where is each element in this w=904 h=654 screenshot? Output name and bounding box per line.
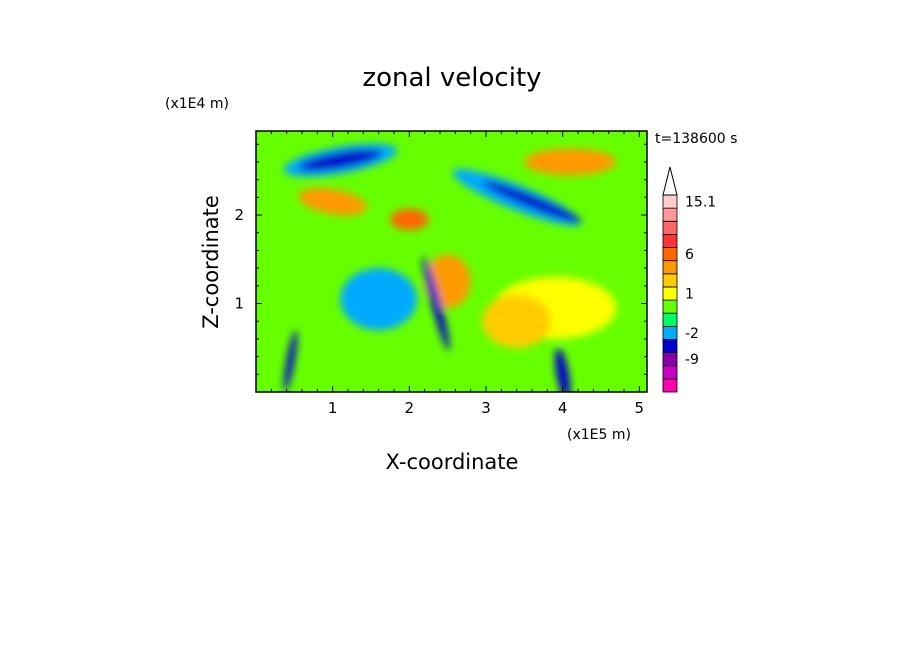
colorbar-extend-arrow	[662, 166, 678, 196]
colorbar-tick-label: 6	[685, 247, 694, 263]
x-tick-label: 3	[481, 399, 491, 417]
x-tick-label: 5	[635, 399, 645, 417]
colorbar-band-5	[662, 312, 678, 327]
y-axis-unit: (x1E4 m)	[165, 96, 229, 112]
colorbar-tick-label: -9	[685, 352, 699, 368]
colorbar-band-13	[662, 207, 678, 222]
field-region-5	[524, 148, 617, 176]
y-axis-label: Z-coordinate	[199, 195, 223, 329]
field-region-10	[422, 256, 450, 351]
colorbar-band-4	[662, 325, 678, 340]
field-region-11	[390, 208, 429, 231]
field-region-1	[340, 268, 417, 331]
field-region-8	[298, 149, 382, 171]
x-tick-label: 4	[558, 399, 568, 417]
chart-title: zonal velocity	[362, 63, 541, 93]
colorbar-band-1	[662, 365, 678, 380]
axis-ticks: 1 2 3 4 5 1 2	[234, 131, 647, 417]
colorbar-band-11	[662, 233, 678, 248]
colorbar-tick-label: 15.1	[685, 195, 716, 211]
colorbar-band-7	[662, 286, 678, 301]
colorbar: -9 -2 1 6 15.1	[662, 166, 716, 393]
x-tick-label: 2	[405, 399, 415, 417]
colorbar-band-6	[662, 299, 678, 314]
colorbar-tick-label: 1	[685, 287, 694, 303]
field-region-2	[482, 294, 552, 348]
velocity-field	[283, 143, 617, 392]
field-region-13	[283, 330, 298, 392]
colorbar-band-9	[662, 260, 678, 275]
colorbar-band-10	[662, 247, 678, 262]
colorbar-tick-label: -2	[685, 326, 699, 342]
plot-area	[256, 131, 647, 392]
time-label: t=138600 s	[655, 131, 737, 147]
colorbar-band-3	[662, 339, 678, 354]
field-region-12	[555, 348, 571, 392]
colorbar-band-2	[662, 352, 678, 367]
colorbar-band-14	[662, 194, 678, 209]
field-region-9	[482, 180, 582, 223]
colorbar-band-12	[662, 220, 678, 235]
y-tick-label: 2	[234, 206, 244, 224]
field-region-7	[298, 188, 367, 216]
plot-frame	[255, 130, 648, 393]
x-axis-label: X-coordinate	[386, 450, 519, 474]
colorbar-band-0	[662, 378, 678, 393]
x-axis-unit: (x1E5 m)	[567, 427, 631, 443]
y-tick-label: 1	[234, 295, 244, 313]
x-tick-label: 1	[328, 399, 338, 417]
colorbar-band-8	[662, 273, 678, 288]
